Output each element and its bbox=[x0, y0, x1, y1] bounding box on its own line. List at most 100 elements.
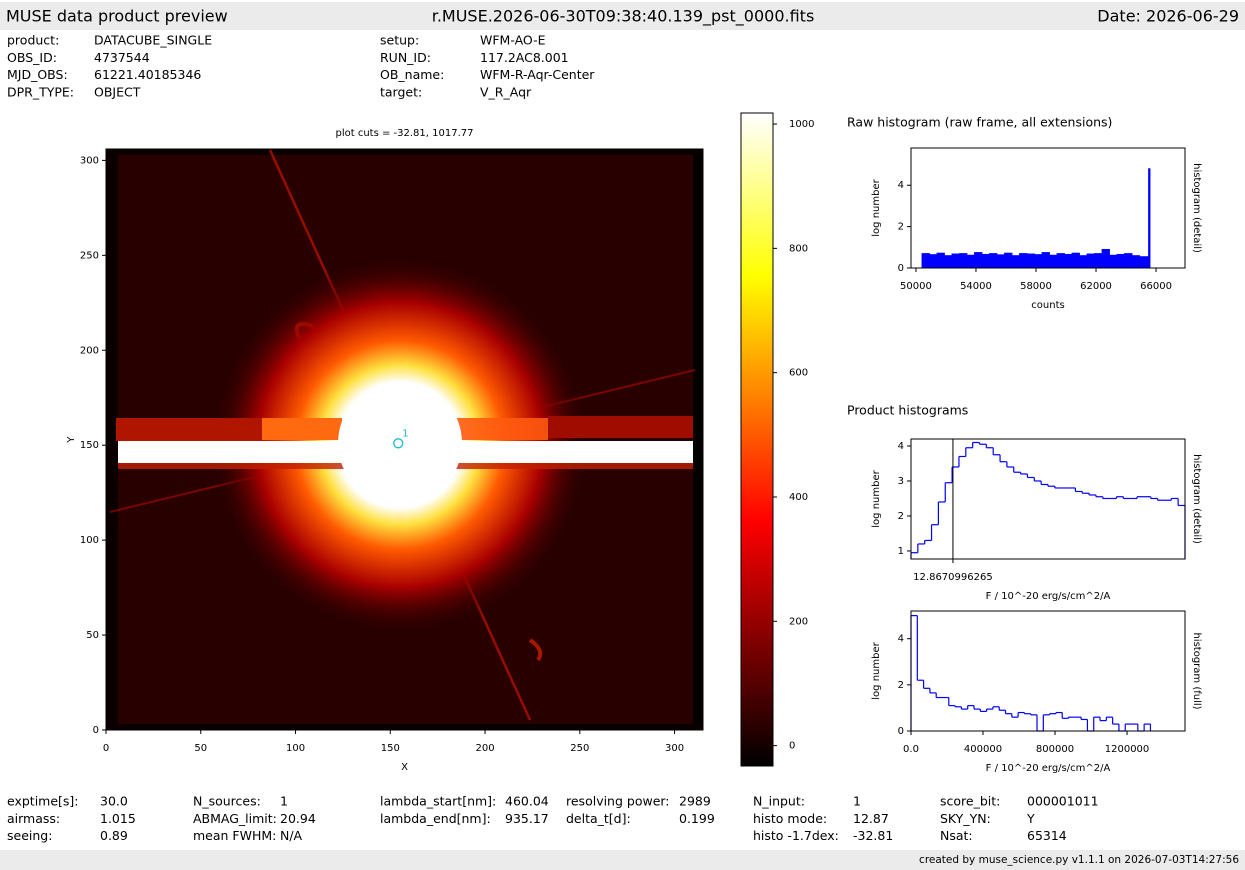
info-value: 0.89 bbox=[100, 828, 128, 843]
info-label: N_input: bbox=[753, 794, 805, 809]
histogram-bar bbox=[944, 255, 953, 269]
histogram-bar bbox=[1034, 254, 1043, 269]
histogram-title: Raw histogram (raw frame, all extensions… bbox=[847, 115, 1112, 130]
info-value: 1.015 bbox=[100, 811, 136, 826]
footer-text: created by muse_science.py v1.1.1 on 202… bbox=[919, 854, 1239, 866]
y-tick-label: 2 bbox=[898, 680, 904, 691]
y-axis-label-right: histogram (detail) bbox=[1191, 163, 1202, 253]
info-label: target: bbox=[380, 84, 422, 99]
image-edge bbox=[106, 724, 703, 730]
histogram-bar bbox=[1019, 253, 1028, 269]
info-value: V_R_Aqr bbox=[480, 84, 532, 99]
info-value: Y bbox=[1026, 811, 1035, 826]
info-label: ABMAG_limit: bbox=[193, 811, 277, 826]
info-value: WFM-AO-E bbox=[480, 33, 546, 48]
histogram-bar bbox=[1056, 253, 1065, 269]
histogram-bar bbox=[1079, 255, 1088, 269]
colorbar-frame bbox=[740, 112, 774, 767]
colorbar-tick-label: 800 bbox=[789, 243, 808, 254]
info-value: N/A bbox=[280, 828, 303, 843]
colorbar-tick-label: 400 bbox=[789, 492, 808, 503]
info-value: 30.0 bbox=[100, 794, 128, 809]
histogram-bar bbox=[1049, 254, 1058, 269]
info-label: product: bbox=[7, 33, 59, 48]
histogram-bar bbox=[1094, 253, 1103, 269]
info-label: lambda_end[nm]: bbox=[380, 811, 491, 826]
info-label: OBS_ID: bbox=[7, 50, 57, 65]
info-value: 0.199 bbox=[679, 811, 715, 826]
x-tick-label: 62000 bbox=[1080, 281, 1112, 292]
header-bar bbox=[0, 2, 1245, 30]
info-value: 2989 bbox=[679, 794, 711, 809]
colorbar-tick-label: 200 bbox=[789, 616, 808, 627]
y-tick-label: 0 bbox=[898, 726, 904, 737]
y-tick-label: 0 bbox=[898, 263, 904, 274]
info-value: 20.94 bbox=[280, 811, 316, 826]
y-tick-label: 4 bbox=[898, 634, 904, 645]
x-tick-label: 300 bbox=[665, 743, 684, 754]
x-axis-label: X bbox=[401, 762, 408, 773]
histogram-bar bbox=[1148, 168, 1151, 269]
x-tick-label: 400000 bbox=[964, 744, 1002, 755]
info-value: WFM-R-Aqr-Center bbox=[480, 67, 595, 82]
info-value: 65314 bbox=[1027, 828, 1067, 843]
colorbar bbox=[741, 113, 773, 766]
y-axis-label: log number bbox=[871, 469, 882, 527]
x-tick-label: 66000 bbox=[1140, 281, 1172, 292]
info-label: histo mode: bbox=[753, 811, 827, 826]
info-value: 4737544 bbox=[94, 50, 150, 65]
histogram-bar bbox=[921, 253, 930, 269]
info-label: lambda_start[nm]: bbox=[380, 794, 496, 809]
image-edge bbox=[693, 149, 703, 730]
source-label: 1 bbox=[402, 428, 408, 439]
info-value: 460.04 bbox=[505, 794, 549, 809]
image-edge bbox=[106, 149, 703, 155]
x-tick-label: 100 bbox=[286, 743, 305, 754]
y-tick-label: 250 bbox=[80, 250, 99, 261]
x-tick-label: 150 bbox=[381, 743, 400, 754]
info-value: 935.17 bbox=[505, 811, 549, 826]
histogram-bar bbox=[1109, 254, 1118, 269]
info-label: setup: bbox=[380, 33, 419, 48]
y-axis-label: log number bbox=[871, 178, 882, 236]
y-tick-label: 0 bbox=[93, 725, 99, 736]
axes-frame bbox=[910, 438, 1186, 560]
star-core bbox=[338, 381, 462, 505]
axes-frame bbox=[910, 147, 1186, 269]
info-label: N_sources: bbox=[193, 794, 261, 809]
x-tick-label: 0.0 bbox=[903, 744, 919, 755]
x-axis-label: F / 10^-20 erg/s/cm^2/A bbox=[986, 763, 1111, 774]
x-tick-label: 12.8670996265 bbox=[913, 572, 993, 583]
info-label: resolving power: bbox=[566, 794, 670, 809]
histogram-bar bbox=[1026, 253, 1035, 269]
detector-band bbox=[116, 418, 262, 441]
y-tick-label: 200 bbox=[80, 345, 99, 356]
info-label: score_bit: bbox=[940, 794, 1000, 809]
x-tick-label: 54000 bbox=[960, 281, 992, 292]
histogram-bar bbox=[1011, 255, 1020, 269]
histogram-bar bbox=[981, 253, 990, 269]
axes-frame bbox=[105, 148, 704, 731]
y-tick-label: 300 bbox=[80, 155, 99, 166]
histogram-bar bbox=[1131, 255, 1140, 269]
colorbar-tick-label: 1000 bbox=[789, 119, 814, 130]
info-label: DPR_TYPE: bbox=[7, 84, 74, 99]
y-tick-label: 4 bbox=[898, 441, 904, 452]
footer-bar bbox=[0, 850, 1245, 870]
x-tick-label: 50000 bbox=[900, 281, 932, 292]
y-tick-label: 3 bbox=[898, 476, 904, 487]
info-label: OB_name: bbox=[380, 67, 444, 82]
info-label: Nsat: bbox=[940, 828, 973, 843]
info-value: 61221.40185346 bbox=[94, 67, 201, 82]
y-axis-label: log number bbox=[871, 641, 882, 699]
header-date: Date: 2026-06-29 bbox=[1097, 7, 1239, 26]
histogram-bar bbox=[1116, 253, 1125, 269]
info-label: histo -1.7dex: bbox=[753, 828, 839, 843]
y-tick-label: 2 bbox=[898, 511, 904, 522]
histogram-bar bbox=[974, 252, 983, 269]
histogram-bar bbox=[936, 252, 945, 269]
detector-band bbox=[548, 416, 693, 438]
header-filename: r.MUSE.2026-06-30T09:38:40.139_pst_0000.… bbox=[432, 7, 815, 27]
